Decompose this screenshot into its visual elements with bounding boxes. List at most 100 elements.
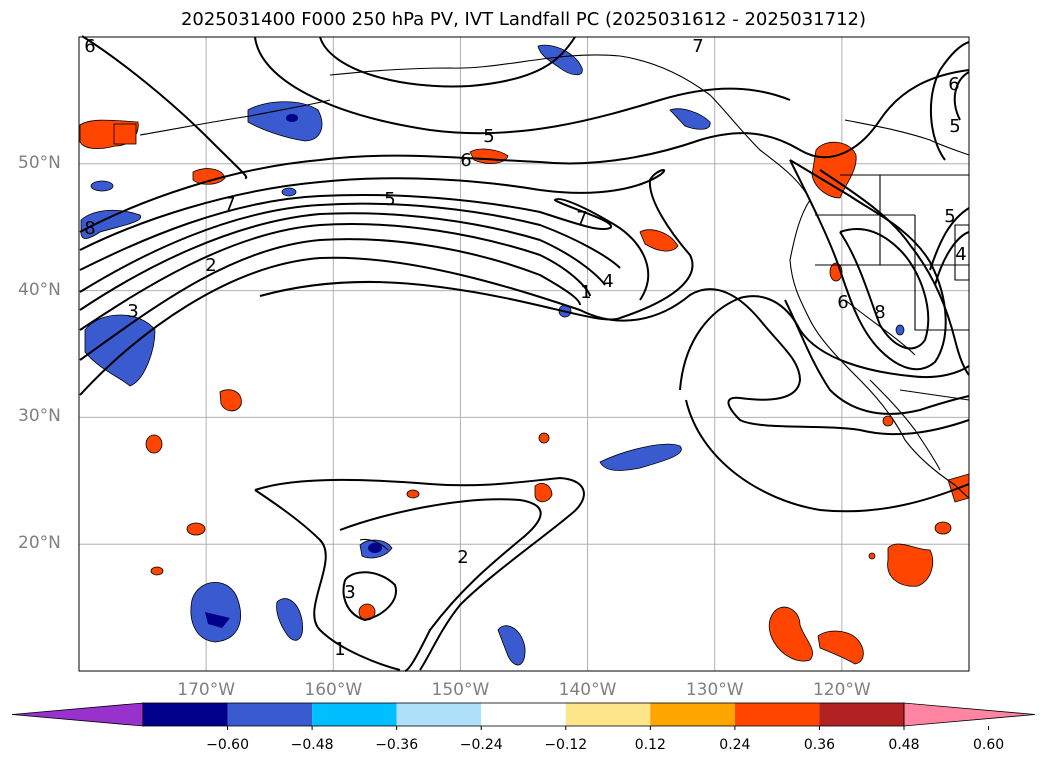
pv-negative-region <box>895 324 905 336</box>
pv-negative-region <box>599 443 682 471</box>
map-frame <box>78 36 970 672</box>
colorbar-tick-label: 0.48 <box>888 737 920 753</box>
longitude-label: 140°W <box>558 680 617 700</box>
pv-negative-region <box>497 625 526 666</box>
contour-label: 1 <box>580 282 591 303</box>
contour-line <box>79 256 970 436</box>
pv-positive-region <box>868 552 876 560</box>
contour-line <box>339 498 542 672</box>
longitude-label: 150°W <box>431 680 490 700</box>
contour-line <box>929 41 970 161</box>
contour-line <box>79 193 650 301</box>
pv-positive-region <box>817 630 864 665</box>
contour-line <box>79 223 591 331</box>
colorbar-segment <box>481 703 566 726</box>
colorbar <box>11 702 1036 730</box>
contour-line <box>79 212 606 311</box>
hawaii-island <box>359 538 389 551</box>
contour-line <box>79 238 581 361</box>
contour-label: 2 <box>457 547 468 568</box>
colorbar-tick-label: −0.24 <box>459 737 503 753</box>
state-boundary <box>844 299 916 356</box>
pv-negative-region <box>90 180 114 192</box>
contour-line <box>254 36 791 135</box>
contour-label: 8 <box>84 218 95 239</box>
pv-negative-region <box>247 101 323 142</box>
longitude-label: 160°W <box>304 680 363 700</box>
pv-positive-region <box>534 483 553 503</box>
contour-label: 5 <box>483 126 494 147</box>
pv-negative-region <box>537 44 583 76</box>
contour-label: 3 <box>344 582 355 603</box>
contour-line <box>784 299 970 415</box>
alaska-coast <box>329 54 811 201</box>
contour-labels: 6 7 5 6 5 7 2 4 1 3 7 6 5 6 5 4 8 8 2 3 … <box>84 36 966 660</box>
contour-line <box>929 207 970 271</box>
pv-positive-region <box>145 434 163 454</box>
contour-line <box>685 399 970 513</box>
colorbar-tick-label: 0.60 <box>972 737 1005 753</box>
colorbar-tick-label: −0.48 <box>290 737 334 753</box>
contour-line <box>254 476 585 671</box>
coastlines <box>139 54 970 551</box>
colorbar-tick-label: 0.36 <box>803 737 836 753</box>
longitude-label: 170°W <box>177 680 236 700</box>
pv-positive-region <box>192 168 226 185</box>
contour-label: 6 <box>460 150 471 171</box>
pv-positive-region <box>113 123 137 145</box>
colorbar-tick-label: −0.36 <box>375 737 419 753</box>
colorbar-segment <box>312 703 397 726</box>
aleutian-chain <box>139 99 331 136</box>
latitude-label: 30°N <box>18 406 61 427</box>
colorbar-segment <box>650 703 735 726</box>
baja-california <box>869 379 941 471</box>
colorbar-segment <box>143 703 228 726</box>
pv-positive-region <box>150 566 164 576</box>
pv-positive-region <box>882 415 894 427</box>
contour-label: 6 <box>84 36 95 57</box>
contour-label: 5 <box>949 116 960 137</box>
colorbar-segment <box>819 703 904 726</box>
latitude-label: 50°N <box>18 152 61 173</box>
pv-positive-region <box>538 432 550 444</box>
state-boundary <box>815 175 970 331</box>
latitude-label: 20°N <box>18 533 61 554</box>
contour-label: 7 <box>692 36 703 57</box>
colorbar-segment <box>734 703 820 726</box>
contour-line <box>839 228 930 350</box>
pv-negative-region <box>190 581 241 643</box>
colorbar-tick-label: 0.24 <box>719 737 751 753</box>
contour-label: 4 <box>955 244 966 265</box>
pv-positive-region <box>406 489 420 499</box>
colorbar-extend-high <box>903 702 1036 727</box>
contour-line <box>819 169 970 376</box>
contour-line <box>342 571 397 622</box>
pv-positive-region <box>219 389 242 412</box>
pv-positive-region <box>768 606 813 662</box>
contour-line <box>81 35 248 179</box>
pv-negative-region <box>281 187 297 197</box>
pv-negative-region <box>84 314 156 387</box>
colorbar-tick-label: 0.12 <box>634 737 666 753</box>
contour-line <box>79 202 621 293</box>
contour-label: 6 <box>948 74 959 95</box>
colorbar-extend-low <box>11 702 144 727</box>
contour-label: 7 <box>224 194 235 215</box>
contour-label: 8 <box>874 302 885 323</box>
pv-positive-region <box>186 522 206 536</box>
pv-negative-region <box>80 209 141 239</box>
contour-label: 5 <box>384 189 395 210</box>
pv-negative-region <box>669 108 711 130</box>
pv-negative-region <box>276 598 303 641</box>
contour-line <box>679 295 970 391</box>
pv-negative-core <box>205 612 230 628</box>
colorbar-tick-label: −0.60 <box>206 737 249 753</box>
pv-positive-region <box>887 543 934 587</box>
contour-label: 5 <box>944 206 955 227</box>
latitude-label: 40°N <box>18 279 61 300</box>
longitude-label: 120°W <box>812 680 871 700</box>
pv-positive-region <box>934 521 952 535</box>
colorbar-segment <box>565 703 651 726</box>
contour-line <box>79 168 694 321</box>
